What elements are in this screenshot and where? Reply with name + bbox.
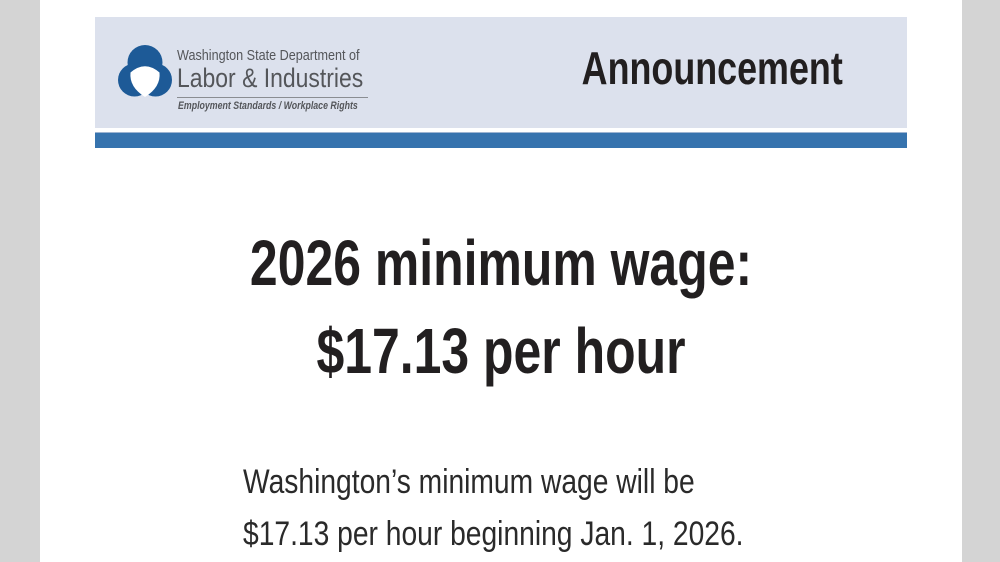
headline-line1: 2026 minimum wage: [249,227,753,299]
header-accent-stripe [95,132,907,148]
banner-title: Announcement [581,42,843,94]
announcement-document-page: Washington State Department of Labor & I… [40,0,962,562]
logo-divider [177,97,368,98]
headline: 2026 minimum wage: $17.13 per hour [141,219,860,395]
body-text: Washington’s minimum wage will be $17.13… [243,456,744,560]
headline-line2: $17.13 per hour [316,315,686,387]
header-band: Washington State Department of Labor & I… [95,17,907,128]
logo-agency-name: Labor & Industries [177,63,364,93]
body-line1: Washington’s minimum wage will be [243,463,695,501]
lni-trefoil-logo-icon [118,45,172,97]
body-line2: $17.13 per hour beginning Jan. 1, 2026. [243,515,744,553]
logo-tagline: Employment Standards / Workplace Rights [178,100,358,112]
logo-department-line: Washington State Department of [177,48,360,64]
